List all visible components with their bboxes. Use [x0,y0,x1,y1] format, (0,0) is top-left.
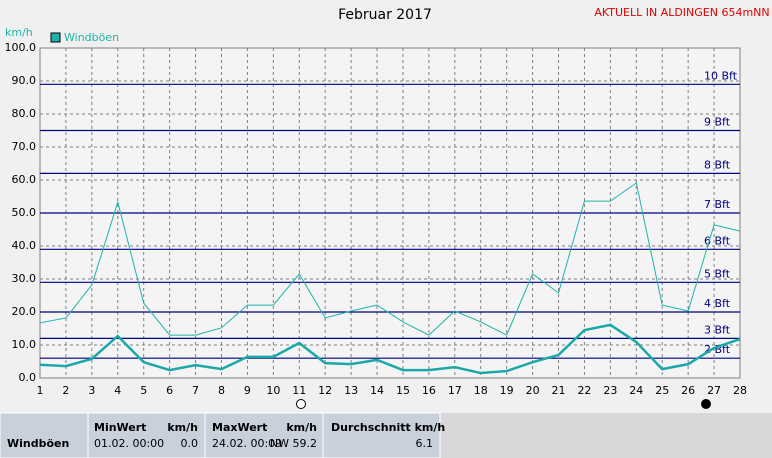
y-axis-label: km/h [5,26,33,39]
table-header: km/h [286,421,317,434]
x-tick-label: 13 [344,384,358,397]
y-tick-label: 30.0 [12,272,37,285]
table-cell [0,412,89,458]
y-tick-label: 90.0 [12,74,37,87]
series-line [39,182,741,336]
x-tick-label: 18 [474,384,488,397]
beaufort-label: 4 Bft [704,297,731,310]
y-tick-label: 20.0 [12,305,37,318]
table-cell [322,412,441,458]
table-cell-text: 24.02. 00:09 [212,437,282,450]
series-line [39,323,741,375]
beaufort-label: 3 Bft [704,323,731,336]
beaufort-label: 5 Bft [704,267,731,280]
y-tick-label: 40.0 [12,239,37,252]
x-tick-label: 15 [396,384,410,397]
x-tick-label: 10 [266,384,280,397]
table-cell [204,412,324,458]
x-tick-label: 1 [37,384,44,397]
chart-title: Februar 2017 [338,7,432,23]
x-tick-label: 3 [88,384,95,397]
x-tick-label: 26 [681,384,695,397]
moon-icon [701,399,711,409]
y-tick-label: 50.0 [12,206,37,219]
moon-icon [296,399,306,409]
x-tick-label: 19 [500,384,514,397]
table-header: MaxWert [212,421,267,434]
row-label: Windböen [7,437,69,450]
y-tick-label: 60.0 [12,173,37,186]
table-cell-text: 6.1 [416,437,434,450]
table-cell-text: 01.02. 00:00 [94,437,164,450]
x-tick-label: 11 [292,384,306,397]
legend-label: Windböen [64,31,119,44]
x-tick-label: 27 [707,384,721,397]
table-header: Durchschnitt km/h [331,421,445,434]
beaufort-label: 8 Bft [704,158,731,171]
y-tick-label: 70.0 [12,140,37,153]
stats-table: Windböen MinWert km/h MaxWert km/h Durch… [0,412,772,458]
y-tick-label: 10.0 [12,338,37,351]
x-tick-label: 16 [422,384,436,397]
beaufort-label: 7 Bft [704,198,731,211]
beaufort-label: 9 Bft [704,116,731,129]
x-tick-label: 8 [218,384,225,397]
x-tick-label: 23 [603,384,617,397]
beaufort-label: 10 Bft [704,69,738,82]
x-tick-label: 2 [62,384,69,397]
legend-swatch [50,32,61,43]
x-tick-label: 12 [318,384,332,397]
x-tick-label: 24 [629,384,643,397]
x-tick-label: 4 [114,384,121,397]
x-tick-label: 9 [244,384,251,397]
station-label: AKTUELL IN ALDINGEN 654mNN [594,6,769,19]
x-tick-label: 22 [577,384,591,397]
y-tick-label: 0.0 [19,371,37,384]
x-tick-label: 17 [448,384,462,397]
x-tick-label: 20 [526,384,540,397]
x-tick-label: 7 [192,384,199,397]
y-tick-label: 100.0 [5,41,37,54]
x-tick-label: 25 [655,384,669,397]
table-header: km/h [167,421,198,434]
x-tick-label: 5 [140,384,147,397]
x-tick-label: 21 [552,384,566,397]
y-tick-label: 80.0 [12,107,37,120]
table-cell [87,412,206,458]
table-cell-text: NW 59.2 [270,437,317,450]
x-tick-label: 28 [733,384,747,397]
x-tick-label: 6 [166,384,173,397]
x-tick-label: 14 [370,384,384,397]
table-header: MinWert [94,421,146,434]
table-cell-text: 0.0 [181,437,199,450]
beaufort-label: 2 Bft [704,343,731,356]
